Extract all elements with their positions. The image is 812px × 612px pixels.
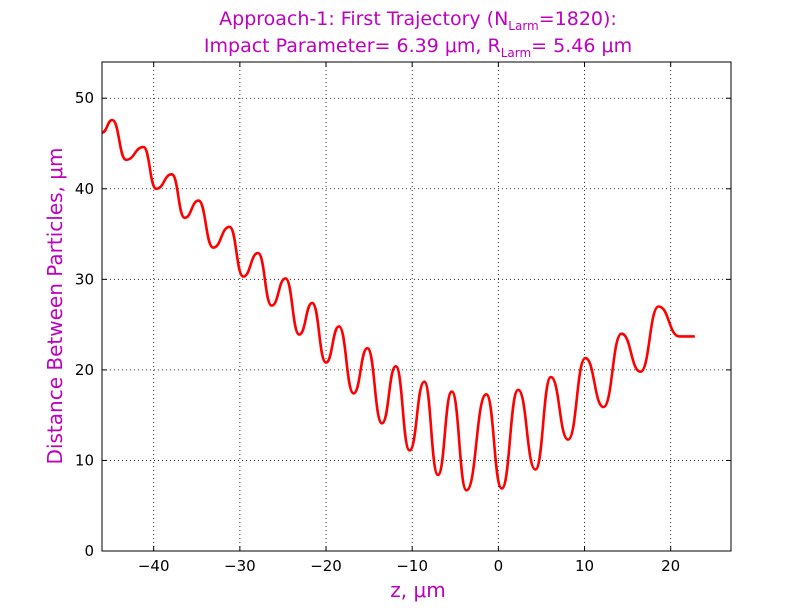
x-tick-label: 20 [661,557,680,575]
x-axis-label: z, μm [390,578,445,602]
x-tick-label: 10 [575,557,594,575]
x-tick-label: −10 [396,557,428,575]
y-tick-label: 50 [75,89,94,107]
series-line-distance [101,118,695,492]
x-tick-label: −30 [224,557,256,575]
y-tick-label: 10 [75,451,94,469]
grid [102,62,731,551]
x-tick-label: 0 [494,557,504,575]
chart-title-line-2: Impact Parameter= 6.39 μm, RLarm= 5.46 μ… [204,35,632,60]
x-tick-label: −40 [138,557,170,575]
series-layer [101,118,695,492]
y-tick-label: 0 [84,542,94,560]
plot-area-frame [101,61,732,552]
y-tick-label: 20 [75,361,94,379]
y-axis-label: Distance Between Particles, μm [43,148,67,465]
ticks [102,62,731,552]
chart-title-line-1: Approach-1: First Trajectory (NLarm=1820… [219,8,617,33]
tick-labels: −40 −30 −20 −10 0 10 20 0 10 20 30 40 50 [75,89,680,575]
x-tick-label: −20 [310,557,342,575]
y-tick-label: 30 [75,270,94,288]
y-tick-label: 40 [75,180,94,198]
